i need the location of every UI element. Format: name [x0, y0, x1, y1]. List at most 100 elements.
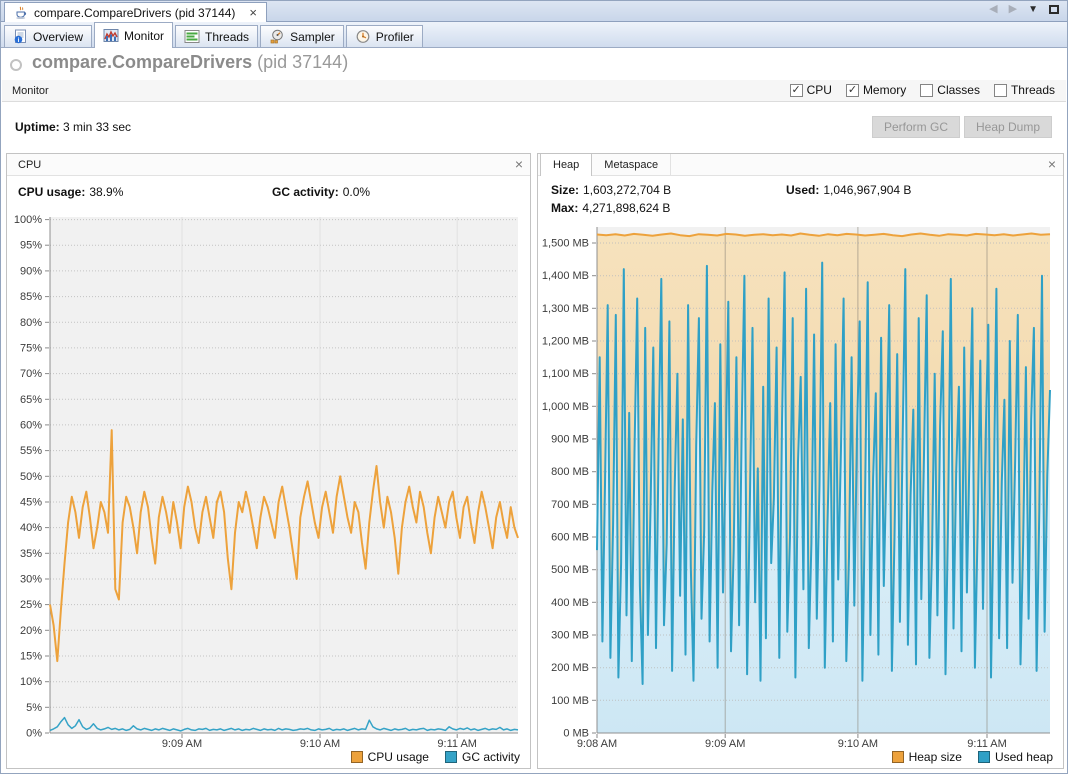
y-axis-label: 55% [20, 445, 42, 457]
cpu-usage-stat: CPU usage: 38.9% [18, 185, 123, 199]
gc-activity-value: 0.0% [342, 185, 371, 199]
legend-label: CPU usage [367, 750, 429, 764]
y-axis-label: 1,200 MB [542, 336, 589, 348]
uptime-label: Uptime: [15, 120, 60, 134]
y-axis-label: 900 MB [551, 434, 589, 446]
y-axis-label: 25% [20, 599, 42, 611]
checkbox-classes-box[interactable] [920, 83, 934, 97]
heap-chart: 1,500 MB 1,400 MB 1,300 MB 1,200 MB 1,100 MB… [542, 227, 1051, 750]
y-axis-label: 0% [26, 728, 42, 740]
profiler-icon [356, 30, 370, 43]
checkbox-cpu[interactable]: ✓ CPU [789, 83, 832, 97]
heap-max-stat: Max: 4,271,898,624 B [551, 201, 670, 215]
x-axis-label: 9:09 AM [162, 738, 202, 750]
threads-icon [184, 30, 200, 43]
y-axis-label: 800 MB [551, 466, 589, 478]
checkbox-label: Classes [937, 83, 980, 97]
java-app-icon [16, 6, 27, 19]
tab-overview[interactable]: i Overview [4, 25, 93, 47]
y-axis-label: 1,300 MB [542, 303, 589, 315]
checkbox-label: Threads [1010, 83, 1055, 97]
checkbox-threads[interactable]: Threads [993, 83, 1055, 97]
heap-size-stat: Size: 1,603,272,704 B [551, 183, 671, 197]
legend-label: GC activity [461, 750, 520, 764]
svg-text:i: i [18, 37, 20, 44]
document-tab[interactable]: compare.CompareDrivers (pid 37144) × [4, 2, 268, 22]
cpu-usage-swatch [350, 751, 363, 763]
view-tabbar: i Overview Monitor Threads [1, 22, 1067, 48]
gc-activity-stat: GC activity: 0.0% [272, 185, 370, 199]
tab-label: Profiler [375, 29, 414, 44]
cpu-panel-header: CPU × [7, 154, 530, 176]
cpu-usage-value: 38.9% [89, 185, 124, 199]
tab-metaspace[interactable]: Metaspace [592, 154, 672, 176]
heap-max-label: Max: [551, 201, 579, 215]
toolbar-label: Monitor [12, 85, 49, 97]
heap-used-value: 1,046,967,904 B [823, 183, 912, 197]
x-axis-label: 9:10 AM [838, 738, 878, 750]
monitor-toolbar: Monitor ✓ CPU ✓ Memory Classes Threads [2, 80, 1066, 102]
checkbox-threads-box[interactable] [993, 83, 1007, 97]
y-axis-label: 100% [14, 215, 42, 226]
page-title: compare.CompareDrivers (pid 37144) [32, 52, 348, 73]
cpu-panel-title: CPU [18, 159, 42, 171]
x-axis-label: 9:11 AM [437, 738, 477, 750]
tab-threads[interactable]: Threads [175, 25, 259, 47]
y-axis-label: 1,500 MB [542, 238, 589, 250]
y-axis-label: 200 MB [551, 662, 589, 674]
heap-used-label: Used: [786, 183, 820, 197]
x-axis-label: 9:10 AM [300, 738, 340, 750]
checkbox-cpu-box[interactable]: ✓ [789, 83, 803, 97]
heap-size-label: Size: [551, 183, 580, 197]
checkbox-classes[interactable]: Classes [920, 83, 980, 97]
process-name: compare.CompareDrivers [32, 52, 253, 72]
tab-profiler[interactable]: Profiler [345, 25, 423, 47]
y-axis-label: 50% [20, 471, 42, 483]
x-axis-label: 9:08 AM [577, 738, 617, 750]
tab-list-menu-icon[interactable]: ▼ [1028, 3, 1038, 15]
tab-heap[interactable]: Heap [540, 154, 593, 176]
y-axis-label: 0 MB [563, 728, 589, 740]
x-axis-label: 9:09 AM [705, 738, 745, 750]
uptime-value: 3 min 33 sec [63, 120, 132, 134]
y-axis-label: 1,400 MB [542, 270, 589, 282]
legend-gc-activity: GC activity [444, 750, 520, 764]
heap-max-value: 4,271,898,624 B [582, 201, 671, 215]
y-axis-label: 70% [20, 368, 42, 380]
checkbox-memory[interactable]: ✓ Memory [845, 83, 906, 97]
window-controls: ◀ ▶ ▼ [989, 4, 1059, 15]
legend-label: Used heap [994, 750, 1053, 764]
y-axis-label: 65% [20, 394, 42, 406]
y-axis-label: 40% [20, 522, 42, 534]
tab-label: Overview [33, 29, 84, 44]
document-tab-close-icon[interactable]: × [249, 5, 258, 20]
heap-panel: Heap Metaspace × Size: 1,603,272,704 B Us… [537, 153, 1064, 769]
forward-arrow-icon[interactable]: ▶ [1008, 3, 1018, 15]
gc-activity-swatch [444, 751, 457, 763]
monitor-icon [103, 29, 119, 42]
heap-dump-button[interactable]: Heap Dump [964, 116, 1052, 138]
heap-legend: Heap size Used heap [891, 750, 1053, 764]
cpu-panel-close-icon[interactable]: × [514, 156, 523, 172]
tab-sampler[interactable]: Sampler [260, 25, 344, 47]
checkbox-memory-box[interactable]: ✓ [845, 83, 859, 97]
perform-gc-button[interactable]: Perform GC [872, 116, 960, 138]
document-tab-label: compare.CompareDrivers (pid 37144) [34, 5, 236, 20]
heap-used-stat: Used: 1,046,967,904 B [786, 183, 911, 197]
heap-panel-close-icon[interactable]: × [1047, 156, 1056, 172]
tab-label: Monitor [124, 28, 165, 43]
y-axis-label: 10% [20, 676, 42, 688]
y-axis-label: 600 MB [551, 532, 589, 544]
tab-monitor[interactable]: Monitor [94, 22, 174, 48]
y-axis-label: 30% [20, 574, 42, 586]
metric-checkbox-group: ✓ CPU ✓ Memory Classes Threads [789, 83, 1055, 97]
legend-label: Heap size [908, 750, 962, 764]
cpu-chart: 100% 95% 90% 85% 80% 75% 70% 65% 60% 55% 50% 45% 40%… [14, 215, 519, 750]
used-heap-swatch [977, 751, 990, 763]
back-arrow-icon[interactable]: ◀ [989, 3, 998, 15]
overview-icon: i [14, 29, 26, 44]
maximize-icon[interactable] [1049, 5, 1059, 14]
heap-panel-header: Heap Metaspace × [538, 154, 1063, 176]
process-pid: (pid 37144) [257, 52, 349, 72]
